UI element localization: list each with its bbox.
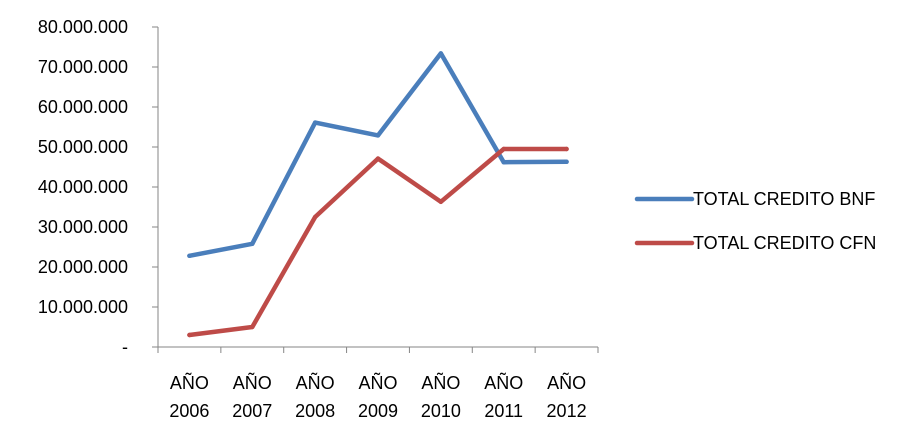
series-lines <box>187 51 569 338</box>
y-tick-label: 50.000.000 <box>38 137 128 157</box>
data-point <box>312 214 318 220</box>
data-point <box>375 156 381 161</box>
axes <box>157 27 598 348</box>
x-tick-label: AÑO <box>547 372 586 393</box>
y-tick-label: 60.000.000 <box>38 97 128 117</box>
y-tick-label: - <box>122 337 128 357</box>
y-tick-label: 80.000.000 <box>38 17 128 37</box>
data-point <box>438 199 444 204</box>
x-tick-label: AÑO <box>421 372 460 393</box>
legend: TOTAL CREDITO BNF TOTAL CREDITO CFN <box>634 189 876 253</box>
x-tick-label: 2007 <box>232 401 272 421</box>
y-tick-label: 20.000.000 <box>38 257 128 277</box>
x-tick-label: 2012 <box>547 401 587 421</box>
data-point <box>564 146 569 152</box>
data-point <box>250 324 255 330</box>
data-point <box>438 51 444 56</box>
series-line-2 <box>187 146 569 338</box>
x-tick-label: 2009 <box>358 401 398 421</box>
data-point <box>501 160 506 165</box>
data-point <box>564 159 569 164</box>
x-tick-label: AÑO <box>296 372 335 393</box>
x-axis-ticks: AÑO 2006 AÑO 2007 AÑO 2008 AÑO 2009 AÑO 2010 AÑO 20… <box>157 347 599 421</box>
data-point <box>187 332 192 338</box>
legend-label-1: TOTAL CREDITO BNF <box>693 189 875 209</box>
x-tick-label: AÑO <box>233 372 272 393</box>
data-point <box>250 241 255 246</box>
x-tick-label: AÑO <box>170 372 209 393</box>
x-tick-label: 2008 <box>295 401 335 421</box>
x-tick-label: 2006 <box>169 401 209 421</box>
data-point <box>187 253 192 258</box>
y-axis-ticks: - 10.000.000 20.000.000 30.000.000 40.000.00… <box>38 17 158 357</box>
y-tick-label: 30.000.000 <box>38 217 128 237</box>
data-point <box>501 146 506 152</box>
x-tick-label: AÑO <box>484 372 523 393</box>
y-tick-label: 70.000.000 <box>38 57 128 77</box>
data-point <box>312 120 318 125</box>
x-tick-label: 2010 <box>421 401 461 421</box>
series-line-1 <box>187 51 569 259</box>
legend-label-2: TOTAL CREDITO CFN <box>693 233 876 253</box>
x-tick-label: AÑO <box>358 372 397 393</box>
y-tick-label: 40.000.000 <box>38 177 128 197</box>
y-tick-label: 10.000.000 <box>38 297 128 317</box>
x-tick-label: 2011 <box>484 401 523 421</box>
data-point <box>375 133 381 138</box>
